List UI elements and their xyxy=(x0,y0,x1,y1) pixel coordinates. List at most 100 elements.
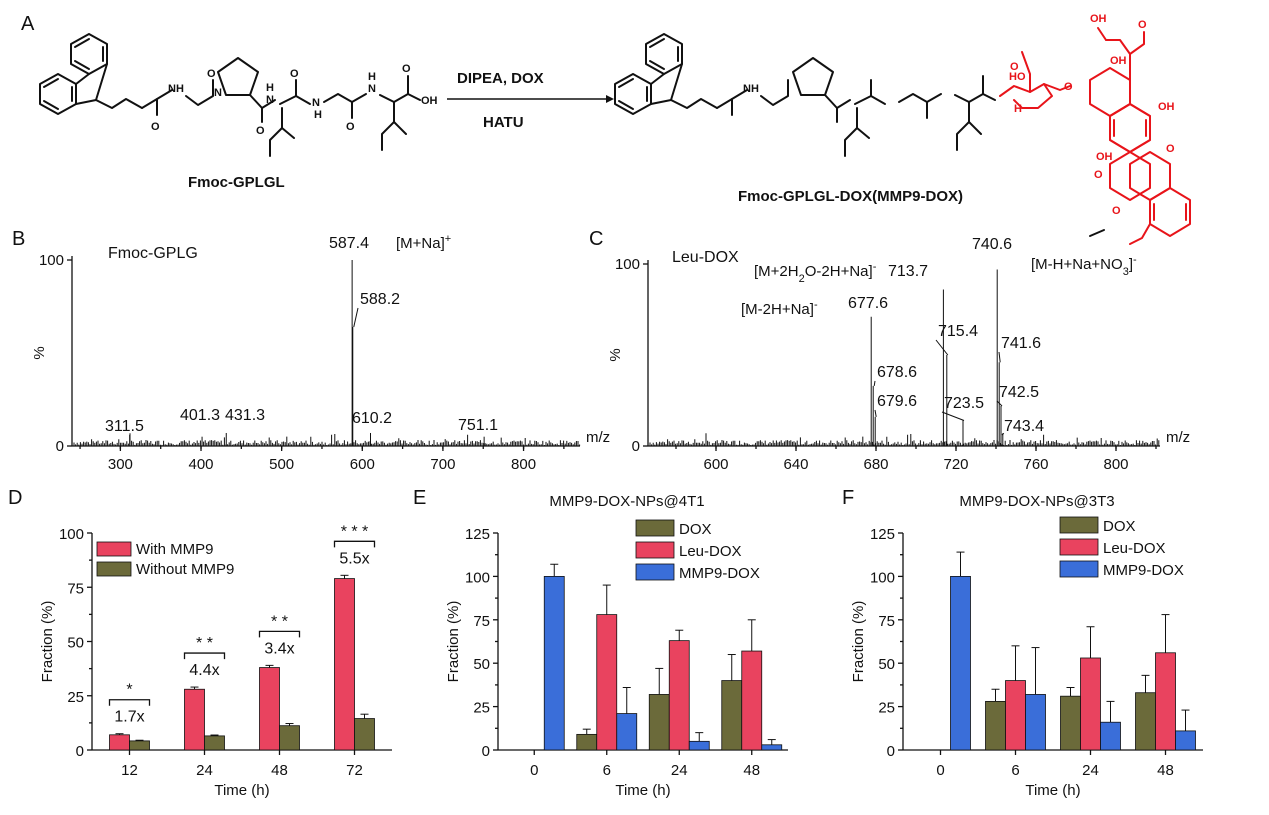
dox-moiety: O HO O H O OH OH OH OH O xyxy=(999,13,1191,245)
dox-atom-h: H xyxy=(1014,103,1022,115)
x-tick-label: 600 xyxy=(350,456,375,473)
y-tick-label: 100 xyxy=(615,256,640,273)
x-axis-label: Time (h) xyxy=(214,782,269,799)
peak-label: 677.6 xyxy=(848,295,888,312)
x-tick-label: 48 xyxy=(271,762,288,779)
panel-letter-b: B xyxy=(12,228,25,250)
dox-atom-o5: O xyxy=(1094,169,1103,181)
dox-atom-o2: O xyxy=(1064,81,1073,93)
x-tick-label: 600 xyxy=(703,456,728,473)
legend-label: DOX xyxy=(679,521,712,538)
significance-stars: * * * xyxy=(341,523,369,540)
legend-swatch xyxy=(635,519,675,537)
bar xyxy=(668,640,690,751)
baseline-noise xyxy=(649,433,1160,446)
bar xyxy=(688,740,710,751)
dox-atom-oh4: OH xyxy=(1096,151,1113,163)
y-axis-label: % xyxy=(607,348,624,361)
bar xyxy=(1175,730,1196,751)
atom-n: N xyxy=(214,87,222,99)
x-tick-label: 300 xyxy=(108,456,133,473)
x-tick-label: 800 xyxy=(511,456,536,473)
atom-o2: O xyxy=(207,68,216,80)
x-axis-label: m/z xyxy=(586,429,610,446)
peak-label: 741.6 xyxy=(1001,335,1041,352)
x-tick-label: 6 xyxy=(603,762,611,779)
legend-label: MMP9-DOX xyxy=(1103,562,1184,579)
dox-atom-oh2: OH xyxy=(1110,55,1127,67)
y-tick-label: 0 xyxy=(76,743,84,760)
y-tick-label: 125 xyxy=(870,526,895,543)
panel-letter-d: D xyxy=(8,487,22,509)
x-tick-label: 24 xyxy=(1082,762,1099,779)
x-tick-label: 24 xyxy=(196,762,213,779)
atom-o5: O xyxy=(346,121,355,133)
peak-label: 740.6 xyxy=(972,236,1012,253)
legend-label: DOX xyxy=(1103,518,1136,535)
peak-label: 678.6 xyxy=(877,364,917,381)
significance-bracket xyxy=(258,630,301,638)
fmoc-group-reactant xyxy=(39,33,143,115)
dox-atom-o6: O xyxy=(1112,205,1121,217)
atom-oh: OH xyxy=(421,95,438,107)
x-tick-label: 24 xyxy=(671,762,688,779)
spectrum-title: Leu-DOX xyxy=(672,249,739,266)
product-label: Fmoc-GPLGL-DOX(MMP9-DOX) xyxy=(738,188,963,205)
bar-chart-d: 0 25 50 75 100 Fraction (%) Time (h) 12 24 48 72 Wi… xyxy=(39,523,392,799)
dox-atom-ho: HO xyxy=(1009,71,1026,83)
legend-swatch xyxy=(1059,560,1099,578)
peak-leader-line xyxy=(873,380,876,387)
atom-o6: O xyxy=(402,63,411,75)
bar xyxy=(204,735,225,751)
x-tick-label: 72 xyxy=(346,762,363,779)
legend-label: Leu-DOX xyxy=(1103,540,1166,557)
peak-label: 751.1 xyxy=(458,417,498,434)
legend-swatch xyxy=(1059,516,1099,534)
peak-leader-line xyxy=(874,409,877,417)
atom-n4: N xyxy=(368,83,376,95)
significance-stars: * xyxy=(126,682,132,699)
ion-annotation: [M+Na]+ xyxy=(396,233,451,252)
bar xyxy=(543,576,565,751)
bar xyxy=(129,740,150,751)
fold-change-label: 5.5x xyxy=(339,550,369,567)
atom-h2: H xyxy=(314,109,322,121)
ion-annotation: [M-H+Na+NO3]- xyxy=(1031,254,1137,278)
x-tick-label: 0 xyxy=(936,762,944,779)
y-tick-label: 100 xyxy=(870,569,895,586)
y-tick-label: 0 xyxy=(482,743,490,760)
reagent-top-label: DIPEA, DOX xyxy=(457,70,544,87)
peak-label: 679.6 xyxy=(877,393,917,410)
legend-label: MMP9-DOX xyxy=(679,565,760,582)
dox-atom-o: O xyxy=(1010,61,1019,73)
bar xyxy=(1155,652,1176,751)
y-axis-label: Fraction (%) xyxy=(39,601,56,683)
atom-n2: N xyxy=(266,94,274,106)
bar xyxy=(761,744,783,751)
y-axis-label: % xyxy=(31,346,48,359)
mass-spectrum-b: 300 400 500 600 700 800 0 100% m/z 311.5 401.3 431.… xyxy=(31,233,610,473)
x-axis-label: Time (h) xyxy=(615,782,670,799)
bar xyxy=(1080,657,1101,751)
mass-spectrum-c: 600 640 680 720 760 800 0 100% m/z 677.6 678.6 679.… xyxy=(607,236,1190,473)
y-tick-label: 25 xyxy=(473,700,490,717)
bar xyxy=(1135,692,1156,751)
peak-leader-line xyxy=(935,339,949,356)
dox-atom-oh: OH xyxy=(1090,13,1107,25)
reactant-label: Fmoc-GPLGL xyxy=(188,174,285,191)
y-tick-label: 50 xyxy=(473,656,490,673)
bar xyxy=(354,718,375,751)
bar xyxy=(576,733,598,751)
bar xyxy=(596,614,618,751)
x-tick-label: 48 xyxy=(1157,762,1174,779)
panel-letter-a: A xyxy=(21,13,35,35)
legend-swatch xyxy=(1059,538,1099,556)
peak-label: 610.2 xyxy=(352,410,392,427)
y-tick-label: 50 xyxy=(67,635,84,652)
y-tick-label: 25 xyxy=(67,689,84,706)
significance-bracket xyxy=(333,540,376,548)
legend-swatch xyxy=(96,541,132,557)
legend-label: Without MMP9 xyxy=(136,561,234,578)
y-tick-label: 0 xyxy=(56,438,64,455)
x-tick-label: 800 xyxy=(1103,456,1128,473)
